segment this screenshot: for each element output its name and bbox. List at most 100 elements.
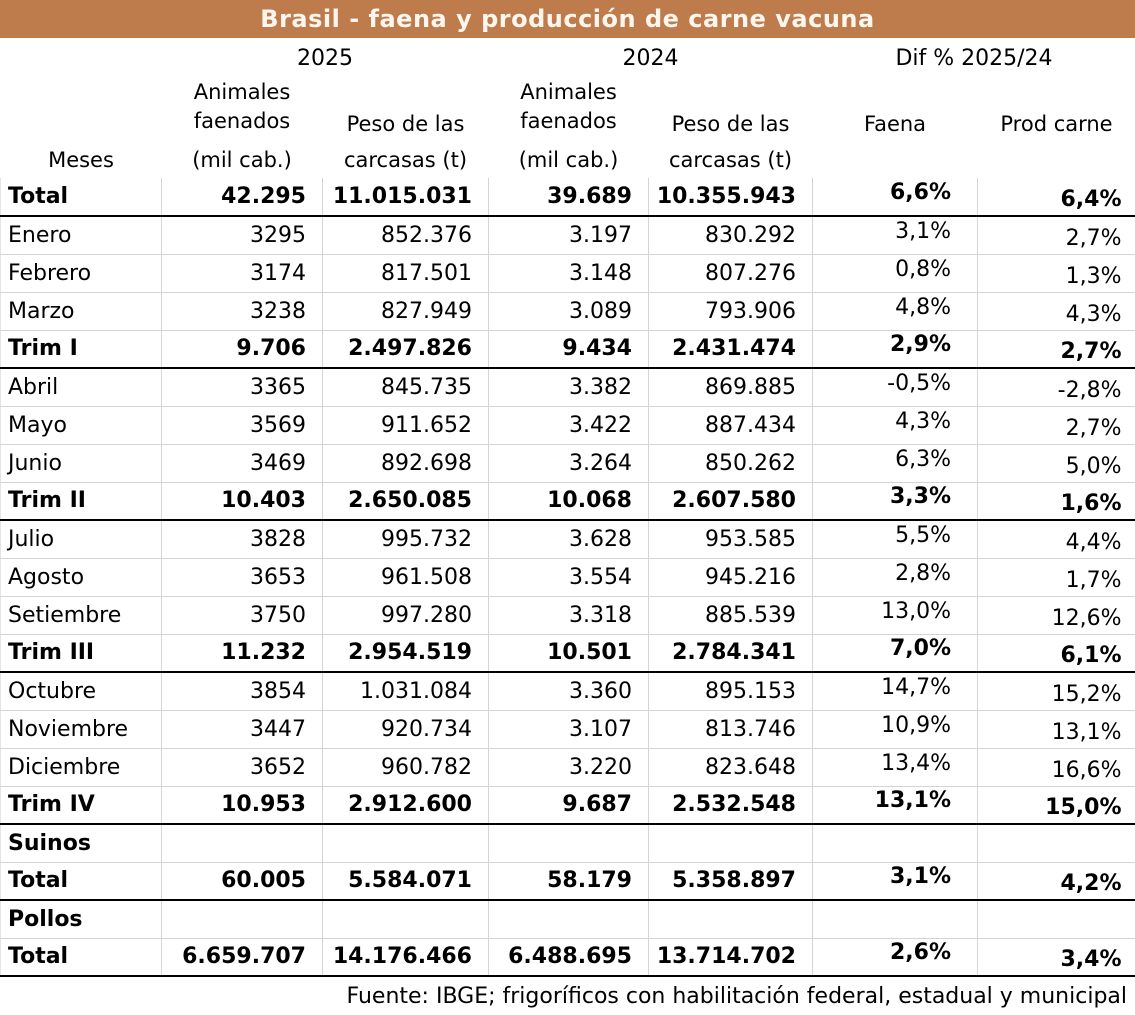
cell-a24: 3.628 xyxy=(489,520,649,558)
cell-p24: 887.434 xyxy=(649,406,813,444)
cell-a24: 3.264 xyxy=(489,444,649,482)
header-peso-2025: Peso de las xyxy=(323,78,489,140)
header-spacer xyxy=(1,38,162,78)
header-spacer xyxy=(978,140,1135,178)
cell-a24: 3.089 xyxy=(489,292,649,330)
cell-p24: 2.607.580 xyxy=(649,482,813,520)
cell-p25: 911.652 xyxy=(323,406,489,444)
row-label: Enero xyxy=(1,216,162,254)
cell-faena: -0,5% xyxy=(813,368,978,406)
cell-a24: 10.501 xyxy=(489,634,649,672)
cell-prod: 1,3% xyxy=(978,254,1135,292)
cell-a25: 3365 xyxy=(162,368,323,406)
cell-value: 13,1% xyxy=(875,788,951,813)
cell-p25: 995.732 xyxy=(323,520,489,558)
cell-value: 1,6% xyxy=(1060,491,1121,516)
cell-faena: 4,3% xyxy=(813,406,978,444)
cell-a25: 3652 xyxy=(162,748,323,786)
cell-faena: 0,8% xyxy=(813,254,978,292)
cell-p24: 5.358.897 xyxy=(649,862,813,900)
cell-a25: 3828 xyxy=(162,520,323,558)
cell-p24: 885.539 xyxy=(649,596,813,634)
cell-value: 6,1% xyxy=(1060,643,1121,668)
cell-faena: 13,0% xyxy=(813,596,978,634)
cell-p25: 845.735 xyxy=(323,368,489,406)
cell-value: 13,0% xyxy=(881,599,951,624)
cell-value: 10,9% xyxy=(881,713,951,738)
row-label: Trim I xyxy=(1,330,162,368)
row-label: Abril xyxy=(1,368,162,406)
cell-a25: 3174 xyxy=(162,254,323,292)
cell-p24: 869.885 xyxy=(649,368,813,406)
cell-p24: 813.746 xyxy=(649,710,813,748)
cell-a24 xyxy=(489,900,649,938)
cell-a25: 42.295 xyxy=(162,178,323,216)
cell-faena: 3,1% xyxy=(813,216,978,254)
cell-a24 xyxy=(489,824,649,862)
header-year-2024: 2024 xyxy=(489,38,813,78)
row-label: Noviembre xyxy=(1,710,162,748)
cell-value: -0,5% xyxy=(887,371,951,396)
header-unit-row: Meses (mil cab.) carcasas (t) (mil cab.)… xyxy=(1,140,1135,178)
cell-value: 6,3% xyxy=(895,447,951,472)
cell-prod: 4,3% xyxy=(978,292,1135,330)
cell-a24: 3.148 xyxy=(489,254,649,292)
cell-p24: 2.532.548 xyxy=(649,786,813,824)
cell-a25: 11.232 xyxy=(162,634,323,672)
cell-value: 4,4% xyxy=(1066,530,1122,555)
cell-a25: 3653 xyxy=(162,558,323,596)
cell-a25: 60.005 xyxy=(162,862,323,900)
cell-p25: 827.949 xyxy=(323,292,489,330)
row-label: Trim IV xyxy=(1,786,162,824)
production-table: 2025 2024 Dif % 2025/24 Animales faenado… xyxy=(0,38,1135,977)
header-unit-carcasas-2025: carcasas (t) xyxy=(323,140,489,178)
cell-faena xyxy=(813,824,978,862)
cell-value: 2,9% xyxy=(890,332,951,357)
cell-faena: 4,8% xyxy=(813,292,978,330)
cell-a24: 3.318 xyxy=(489,596,649,634)
cell-prod: 5,0% xyxy=(978,444,1135,482)
cell-value: 2,6% xyxy=(890,940,951,965)
cell-value: 3,3% xyxy=(890,484,951,509)
cell-p25: 960.782 xyxy=(323,748,489,786)
cell-value: 2,7% xyxy=(1060,339,1121,364)
cell-p24: 945.216 xyxy=(649,558,813,596)
cell-a25: 9.706 xyxy=(162,330,323,368)
cell-faena xyxy=(813,900,978,938)
row-label: Diciembre xyxy=(1,748,162,786)
cell-p25: 2.497.826 xyxy=(323,330,489,368)
cell-value: 5,0% xyxy=(1066,454,1122,479)
header-spacer xyxy=(813,140,978,178)
row-label: Marzo xyxy=(1,292,162,330)
row-label: Trim II xyxy=(1,482,162,520)
row-label: Pollos xyxy=(1,900,162,938)
cell-prod: 16,6% xyxy=(978,748,1135,786)
cell-p25: 11.015.031 xyxy=(323,178,489,216)
cell-faena: 10,9% xyxy=(813,710,978,748)
cell-p24 xyxy=(649,900,813,938)
cell-p24: 807.276 xyxy=(649,254,813,292)
cell-p24 xyxy=(649,824,813,862)
cell-a25: 6.659.707 xyxy=(162,938,323,976)
header-year-row: 2025 2024 Dif % 2025/24 xyxy=(1,38,1135,78)
cell-a24: 9.434 xyxy=(489,330,649,368)
header-animales-line2: faenados xyxy=(194,107,290,136)
cell-p25: 2.650.085 xyxy=(323,482,489,520)
cell-value: 13,4% xyxy=(881,751,951,776)
row-label: Setiembre xyxy=(1,596,162,634)
cell-faena: 5,5% xyxy=(813,520,978,558)
header-unit-milcab-2025: (mil cab.) xyxy=(162,140,323,178)
cell-value: 5,5% xyxy=(895,523,951,548)
header-measure-row: Animales faenados Peso de las Animales f… xyxy=(1,78,1135,140)
cell-p25: 14.176.466 xyxy=(323,938,489,976)
cell-prod: 1,7% xyxy=(978,558,1135,596)
cell-value: 15,0% xyxy=(1045,795,1121,820)
